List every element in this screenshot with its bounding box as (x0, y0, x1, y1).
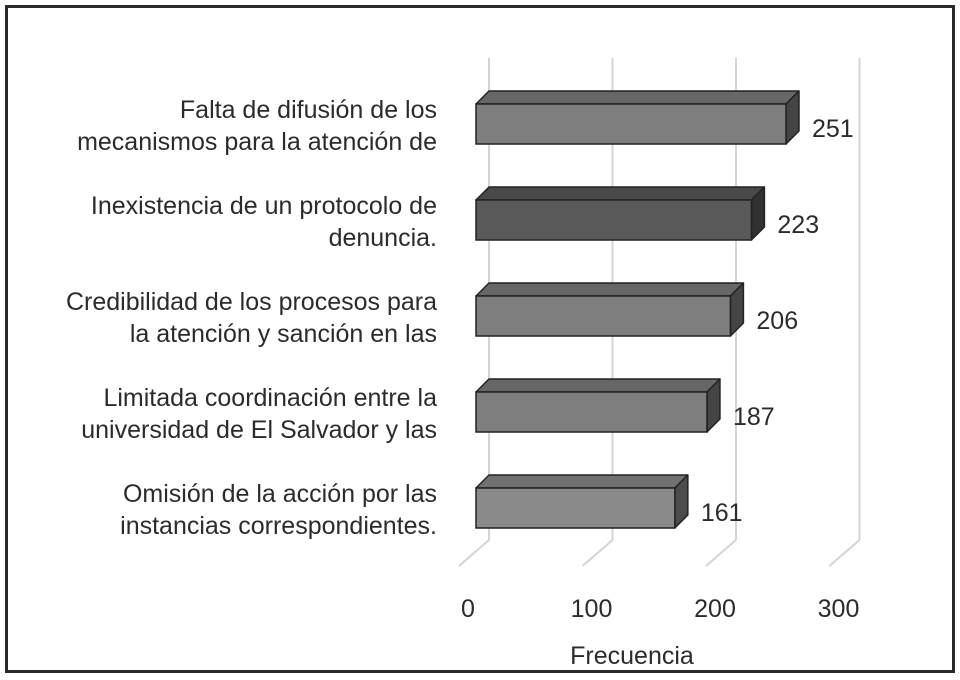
x-tick-labels: 0 100 200 300 (461, 595, 859, 623)
bar-top-face (475, 378, 721, 393)
bar (475, 282, 745, 337)
bar-front-face (475, 103, 787, 145)
bar (475, 474, 689, 529)
data-label: 206 (756, 307, 798, 335)
gridline-floor (828, 539, 861, 567)
bar-front-face (475, 391, 708, 433)
bar-top-face (475, 90, 800, 105)
data-label: 187 (733, 403, 775, 431)
category-label-line: Omisión de la acción por las (123, 480, 437, 508)
bar (475, 90, 800, 145)
bar-front-face (475, 295, 732, 337)
bar (475, 378, 721, 433)
category-label-line: Inexistencia de un protocolo de (91, 192, 437, 220)
gridline-floor (581, 539, 614, 567)
data-label: 251 (812, 115, 854, 143)
category-label-line: denuncia. (329, 224, 437, 252)
category-label: Credibilidad de los procesos para la aten… (66, 288, 437, 348)
x-axis-title: Frecuencia (570, 642, 694, 670)
category-label-line: mecanismos para la atención de (77, 128, 437, 156)
category-label-line: la atención y sanción en las (130, 320, 437, 348)
bar (475, 186, 766, 241)
category-label-line: Credibilidad de los procesos para (66, 288, 437, 316)
category-label-line: Limitada coordinación entre la (103, 384, 437, 412)
bar-front-face (475, 487, 676, 529)
category-label: Inexistencia de un protocolo de denuncia. (91, 192, 437, 252)
category-label-line: universidad de El Salvador y las (81, 416, 437, 444)
category-label-line: instancias correspondientes. (120, 512, 437, 540)
gridline-floor (705, 539, 737, 567)
category-label: Falta de difusión de los mecanismos para … (77, 96, 437, 156)
bar-top-face (475, 282, 745, 297)
data-label: 161 (701, 499, 743, 527)
x-tick-label: 100 (571, 595, 613, 623)
bar-front-face (475, 199, 753, 241)
bar-top-face (475, 474, 689, 489)
x-tick-label: 200 (694, 595, 736, 623)
x-tick-label: 300 (818, 595, 860, 623)
category-label-line: Falta de difusión de los (180, 96, 437, 124)
category-label: Limitada coordinación entre la universida… (81, 384, 437, 444)
bar-layer (475, 90, 800, 529)
bar-top-face (475, 186, 766, 201)
data-label: 223 (777, 211, 819, 239)
label-layer: 251 Falta de difusión de los mecanismos pa… (66, 96, 854, 540)
category-label: Omisión de la acción por las instancias c… (120, 480, 437, 540)
gridline-floor (458, 539, 490, 567)
x-tick-label: 0 (461, 595, 475, 623)
